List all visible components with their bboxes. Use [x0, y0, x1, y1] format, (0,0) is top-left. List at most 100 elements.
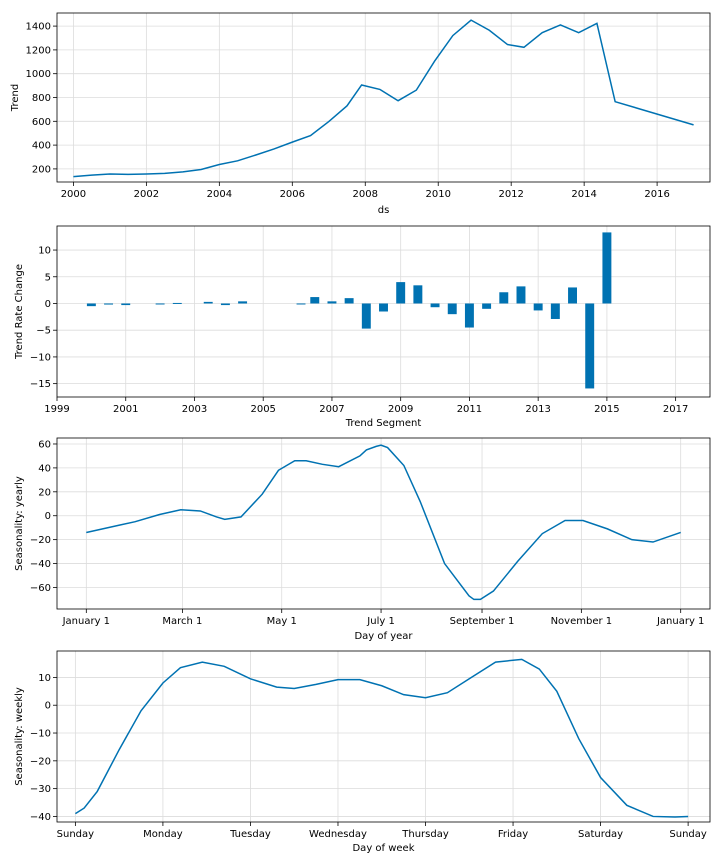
- x-axis-label: ds: [378, 205, 390, 216]
- y-axis-label: Trend Rate Change: [14, 264, 25, 360]
- bar: [533, 303, 543, 311]
- x-tick-label: 2005: [250, 404, 275, 415]
- y-tick-label: −40: [30, 559, 51, 570]
- y-tick-label: 200: [32, 164, 51, 175]
- y-tick-label: 0: [45, 701, 51, 712]
- y-tick-label: −15: [30, 379, 51, 390]
- bar: [585, 303, 595, 389]
- x-tick-label: 2000: [61, 189, 86, 200]
- x-tick-label: Sunday: [57, 829, 94, 840]
- y-tick-label: −5: [36, 326, 51, 337]
- bar: [447, 303, 457, 315]
- x-tick-label: Monday: [143, 829, 183, 840]
- bar: [413, 285, 423, 304]
- x-tick-label: September 1: [450, 616, 515, 627]
- x-tick-label: Sunday: [669, 829, 706, 840]
- y-tick-label: −20: [30, 535, 51, 546]
- bar: [568, 287, 577, 304]
- bar: [310, 297, 320, 304]
- y-tick-label: 5: [45, 272, 51, 283]
- x-axis-label: Day of week: [352, 843, 414, 854]
- y-axis-label: Seasonality: weekly: [14, 687, 25, 786]
- bar: [155, 303, 165, 305]
- x-tick-label: November 1: [551, 616, 613, 627]
- series-line: [73, 19, 694, 178]
- y-tick-label: −40: [30, 812, 51, 823]
- bar: [327, 301, 337, 304]
- y-tick-label: 400: [32, 141, 51, 152]
- x-tick-label: 2010: [425, 189, 450, 200]
- bar: [361, 303, 371, 329]
- x-tick-label: July 1: [366, 616, 395, 627]
- bar: [550, 303, 560, 319]
- x-tick-label: Friday: [498, 829, 528, 840]
- x-axis-label: Trend Segment: [345, 418, 422, 429]
- bar: [238, 301, 248, 304]
- bar: [296, 303, 306, 305]
- x-tick-label: 2007: [319, 404, 344, 415]
- y-tick-label: 0: [45, 511, 51, 522]
- x-tick-label: Wednesday: [309, 829, 367, 840]
- y-tick-label: 1400: [26, 22, 51, 33]
- bar: [464, 303, 474, 328]
- x-tick-label: 2017: [663, 404, 688, 415]
- bar: [396, 282, 406, 304]
- chart-panel-3: January 1 March 1 May 1 July 1 September 1 No…: [14, 437, 711, 642]
- x-tick-label: 2013: [525, 404, 550, 415]
- plot-frame: [56, 225, 711, 398]
- x-axis-label: Day of year: [354, 631, 413, 642]
- series-line: [74, 658, 689, 818]
- bar: [379, 303, 388, 312]
- bar: [499, 292, 509, 304]
- y-tick-label: 1200: [26, 45, 51, 56]
- series-line: [86, 444, 681, 601]
- y-tick-label: 10: [38, 246, 51, 257]
- bar: [220, 303, 230, 306]
- x-tick-label: 2016: [644, 189, 669, 200]
- x-tick-label: 2006: [280, 189, 305, 200]
- x-tick-label: Thursday: [401, 829, 449, 840]
- bar: [482, 303, 492, 309]
- x-tick-label: 2009: [388, 404, 413, 415]
- y-tick-label: 0: [45, 299, 51, 310]
- x-tick-label: 1999: [44, 404, 69, 415]
- y-tick-label: 600: [32, 117, 51, 128]
- chart-panel-1: 2000 2002 2004 2006 2008 2010 2012 2014 2016 200 4…: [10, 12, 711, 216]
- y-tick-label: 20: [38, 487, 51, 498]
- bar: [602, 232, 612, 304]
- y-tick-label: 800: [32, 93, 51, 104]
- y-tick-label: −20: [30, 756, 51, 767]
- x-tick-label: March 1: [162, 616, 202, 627]
- x-tick-label: 2012: [498, 189, 523, 200]
- x-tick-label: 2001: [113, 404, 138, 415]
- x-tick-label: 2004: [207, 189, 232, 200]
- bar: [104, 303, 114, 305]
- y-axis-label: Trend: [10, 84, 21, 112]
- chart-panel-2: 1999 2001 2003 2005 2007 2009 2011 2013 2015 2017…: [14, 225, 711, 429]
- chart-panel-4: Sunday Monday Tuesday Wednesday Thursday Frid…: [14, 650, 711, 854]
- x-tick-label: Tuesday: [229, 829, 271, 840]
- bar: [430, 303, 440, 308]
- x-tick-label: May 1: [267, 616, 297, 627]
- x-tick-label: January 1: [62, 616, 110, 627]
- y-tick-label: 1000: [26, 69, 51, 80]
- plot-frame: [56, 650, 711, 823]
- y-tick-label: −60: [30, 583, 51, 594]
- y-axis-label: Seasonality: yearly: [14, 476, 25, 571]
- bar: [344, 298, 354, 304]
- y-tick-label: 10: [38, 673, 51, 684]
- x-tick-label: 2002: [134, 189, 159, 200]
- x-tick-label: January 1: [656, 616, 704, 627]
- y-tick-label: 40: [38, 463, 51, 474]
- bar: [172, 302, 182, 304]
- bar: [121, 303, 131, 306]
- y-tick-label: −10: [30, 352, 51, 363]
- y-tick-label: 60: [38, 439, 51, 450]
- y-tick-label: −10: [30, 729, 51, 740]
- bar: [203, 301, 213, 304]
- x-tick-label: 2008: [353, 189, 378, 200]
- bar: [86, 303, 96, 307]
- x-tick-label: 2014: [571, 189, 596, 200]
- x-tick-label: 2011: [457, 404, 482, 415]
- bar: [516, 286, 526, 304]
